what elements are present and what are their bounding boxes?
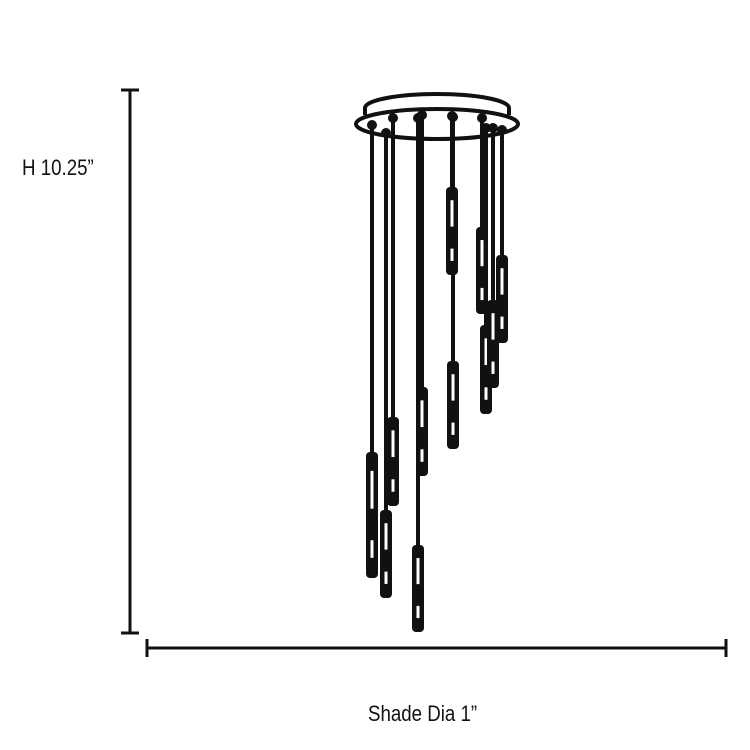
cord-grip: [417, 110, 427, 120]
shade-slot: [480, 240, 484, 267]
shade-slot: [416, 558, 420, 585]
shade-diameter-label: Shade Dia 1”: [368, 701, 478, 726]
shade-slot: [384, 523, 388, 550]
pendant: [387, 113, 399, 506]
pendant-shade: [387, 417, 399, 506]
cord-grip: [477, 113, 487, 123]
shade-slot: [370, 470, 374, 509]
pendant-shade: [380, 510, 392, 598]
pendant-shade: [447, 361, 459, 449]
shade-slot: [451, 374, 455, 401]
shade-slot: [450, 200, 454, 227]
pendant: [480, 123, 492, 414]
cord-grip: [488, 123, 498, 133]
shade-slot: [420, 449, 424, 462]
shade-slot: [391, 479, 395, 492]
pendant-shade: [446, 187, 458, 275]
shade-slot: [384, 571, 388, 584]
pendant: [416, 110, 428, 476]
height-dimension-line: [121, 88, 139, 635]
shade-slot: [500, 268, 504, 295]
height-label: H 10.25”: [22, 155, 94, 180]
canopy: [354, 92, 520, 141]
width-dimension-line: [145, 639, 728, 657]
pendant: [496, 125, 508, 343]
shade-slot: [484, 387, 488, 400]
shade-slot: [500, 316, 504, 329]
pendant-shade: [416, 387, 428, 476]
shade-slot: [370, 540, 374, 558]
pendant: [487, 123, 499, 388]
cord-grip: [447, 111, 457, 121]
cord-grip: [367, 120, 377, 130]
shade-slot: [450, 248, 454, 261]
cord-grip: [388, 113, 398, 123]
pendant-shade: [412, 545, 424, 632]
shade-slot: [451, 422, 455, 435]
pendant-shade: [366, 452, 378, 578]
pendant-shade: [496, 255, 508, 343]
shade-slot: [484, 338, 488, 366]
cord-grip: [497, 125, 507, 135]
pendant: [446, 111, 458, 275]
pendant: [380, 128, 392, 598]
shade-slot: [420, 400, 424, 428]
pendant: [366, 120, 378, 578]
shade-slot: [416, 605, 420, 619]
shade-slot: [391, 430, 395, 458]
shade-slot: [491, 361, 495, 374]
cord-grip: [381, 128, 391, 138]
cord-grip: [481, 123, 491, 133]
shade-slot: [491, 313, 495, 340]
shade-slot: [480, 287, 484, 301]
